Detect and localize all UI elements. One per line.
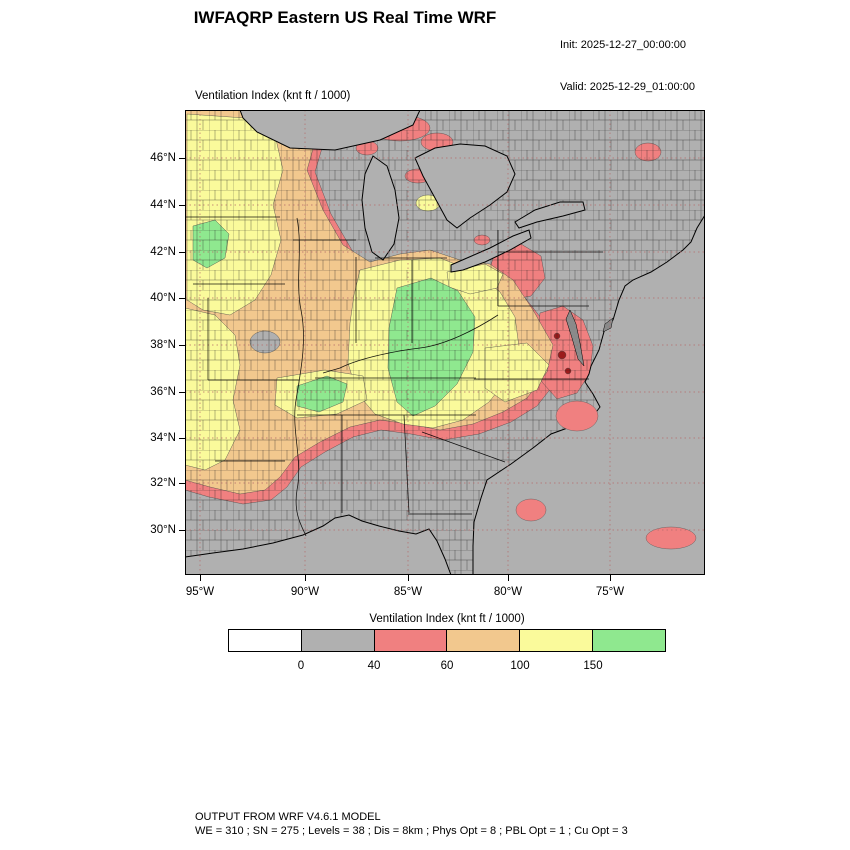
legend-swatch-yellow — [519, 629, 594, 652]
footer-config-line: WE = 310 ; SN = 275 ; Levels = 38 ; Dis … — [195, 825, 628, 837]
x-tick-label: 80°W — [493, 586, 523, 598]
y-tick-label: 40°N — [150, 292, 176, 304]
y-tick-label: 36°N — [150, 386, 176, 398]
state-borders — [185, 216, 603, 537]
legend-swatch-tan — [446, 629, 521, 652]
legend-swatch-gray — [300, 629, 375, 652]
map-graphic — [184, 109, 706, 576]
x-tickmark — [408, 575, 409, 581]
x-tickmark — [200, 575, 201, 581]
x-tick-label: 95°W — [185, 586, 215, 598]
footer: OUTPUT FROM WRF V4.6.1 MODEL WE = 310 ; … — [195, 810, 628, 838]
y-tick-label: 38°N — [150, 339, 176, 351]
field-label: Ventilation Index (knt ft / 1000) — [195, 90, 351, 102]
y-tick-label: 44°N — [150, 199, 176, 211]
great-lakes — [239, 109, 586, 273]
bays — [565, 309, 614, 367]
x-tick-label: 85°W — [393, 586, 423, 598]
legend-tick-label: 40 — [367, 660, 381, 672]
y-tick-label: 30°N — [150, 524, 176, 536]
y-tickmark — [179, 158, 185, 159]
page-title: IWFAQRP Eastern US Real Time WRF — [193, 8, 497, 27]
y-tick-label: 32°N — [150, 477, 176, 489]
valid-time: Valid: 2025-12-29_01:00:00 — [560, 81, 695, 93]
offshore-pink-patches — [515, 400, 697, 550]
legend-colorbar — [228, 629, 666, 652]
y-tickmark — [179, 392, 185, 393]
x-tickmark — [610, 575, 611, 581]
footer-model-line: OUTPUT FROM WRF V4.6.1 MODEL — [195, 811, 381, 823]
legend-swatch-green — [592, 629, 666, 652]
y-tickmark — [179, 345, 185, 346]
y-tickmark — [179, 483, 185, 484]
x-tick-label: 75°W — [595, 586, 625, 598]
legend-tick-label: 0 — [297, 660, 305, 672]
y-tick-label: 46°N — [150, 152, 176, 164]
init-time: Init: 2025-12-27_00:00:00 — [560, 39, 686, 51]
x-tick-label: 90°W — [290, 586, 320, 598]
run-times: Init: 2025-12-27_00:00:00 Valid: 2025-12… — [560, 10, 695, 122]
x-tickmark — [508, 575, 509, 581]
legend-tick-label: 100 — [510, 660, 530, 672]
legend-title: Ventilation Index (knt ft / 1000) — [369, 613, 525, 625]
legend-tick-label: 150 — [583, 660, 603, 672]
y-tick-label: 42°N — [150, 246, 176, 258]
map-canvas — [184, 109, 706, 576]
x-tickmark — [305, 575, 306, 581]
y-tick-label: 34°N — [150, 432, 176, 444]
y-tickmark — [179, 438, 185, 439]
y-tickmark — [179, 530, 185, 531]
map-border — [185, 110, 705, 575]
legend-tick-label: 60 — [440, 660, 454, 672]
legend-swatch-white — [228, 629, 302, 652]
y-tickmark — [179, 252, 185, 253]
y-tickmark — [179, 298, 185, 299]
legend-swatch-pink — [373, 629, 448, 652]
y-tickmark — [179, 205, 185, 206]
